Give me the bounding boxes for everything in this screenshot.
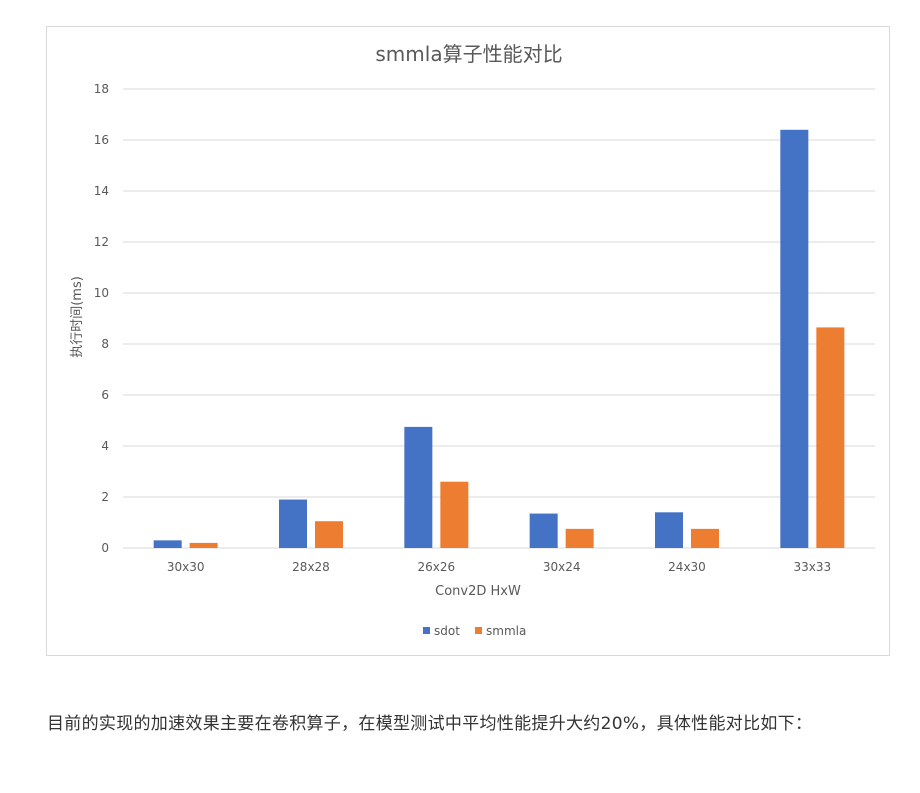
bar-sdot-24x30 (655, 512, 683, 548)
bar-smmla-24x30 (691, 528, 719, 548)
y-axis-title: 执行时间(ms) (70, 276, 85, 358)
legend-swatch-smmla (475, 627, 482, 634)
bar-smmla-28x28 (315, 521, 343, 548)
bar-smmla-26x26 (440, 481, 469, 548)
bar-sdot-30x24 (529, 513, 558, 548)
y-tick-label: 2 (101, 490, 109, 504)
caption-text: 目前的实现的加速效果主要在卷积算子，在模型测试中平均性能提升大约20%，具体性能… (47, 714, 813, 734)
legend: sdot smmla (423, 624, 526, 638)
x-tick-label: 30x24 (543, 560, 581, 574)
bar-chart: smmla算子性能对比 0 2 4 6 8 10 12 14 16 18 30x30 28x28 26… (70, 42, 875, 638)
y-tick-label: 6 (101, 388, 109, 402)
bar-smmla-30x24 (565, 528, 594, 548)
chart-title: smmla算子性能对比 (375, 42, 562, 66)
chart-container: smmla算子性能对比 0 2 4 6 8 10 12 14 16 18 30x30 28x28 26… (46, 26, 890, 656)
legend-swatch-sdot (423, 627, 430, 634)
x-tick-label: 33x33 (794, 560, 832, 574)
x-tick-label: 24x30 (668, 560, 706, 574)
bar-sdot-33x33 (780, 129, 809, 549)
y-tick-label: 14 (94, 184, 109, 198)
y-tick-label: 4 (101, 439, 109, 453)
x-tick-label: 30x30 (167, 560, 205, 574)
y-tick-label: 12 (94, 235, 109, 249)
legend-label-smmla: smmla (486, 624, 526, 638)
x-tick-label: 26x26 (418, 560, 456, 574)
y-tick-label: 18 (94, 82, 109, 96)
y-tick-label: 10 (94, 286, 109, 300)
bar-sdot-28x28 (279, 499, 307, 548)
bar-sdot-30x30 (153, 540, 182, 548)
legend-label-sdot: sdot (434, 624, 460, 638)
bar-smmla-33x33 (816, 327, 845, 548)
y-tick-label: 8 (101, 337, 109, 351)
y-tick-label: 16 (94, 133, 109, 147)
bar-sdot-26x26 (404, 426, 433, 548)
bar-smmla-30x30 (189, 542, 218, 548)
x-axis-title: Conv2D HxW (435, 584, 521, 599)
y-tick-label: 0 (101, 541, 109, 555)
x-tick-label: 28x28 (292, 560, 330, 574)
